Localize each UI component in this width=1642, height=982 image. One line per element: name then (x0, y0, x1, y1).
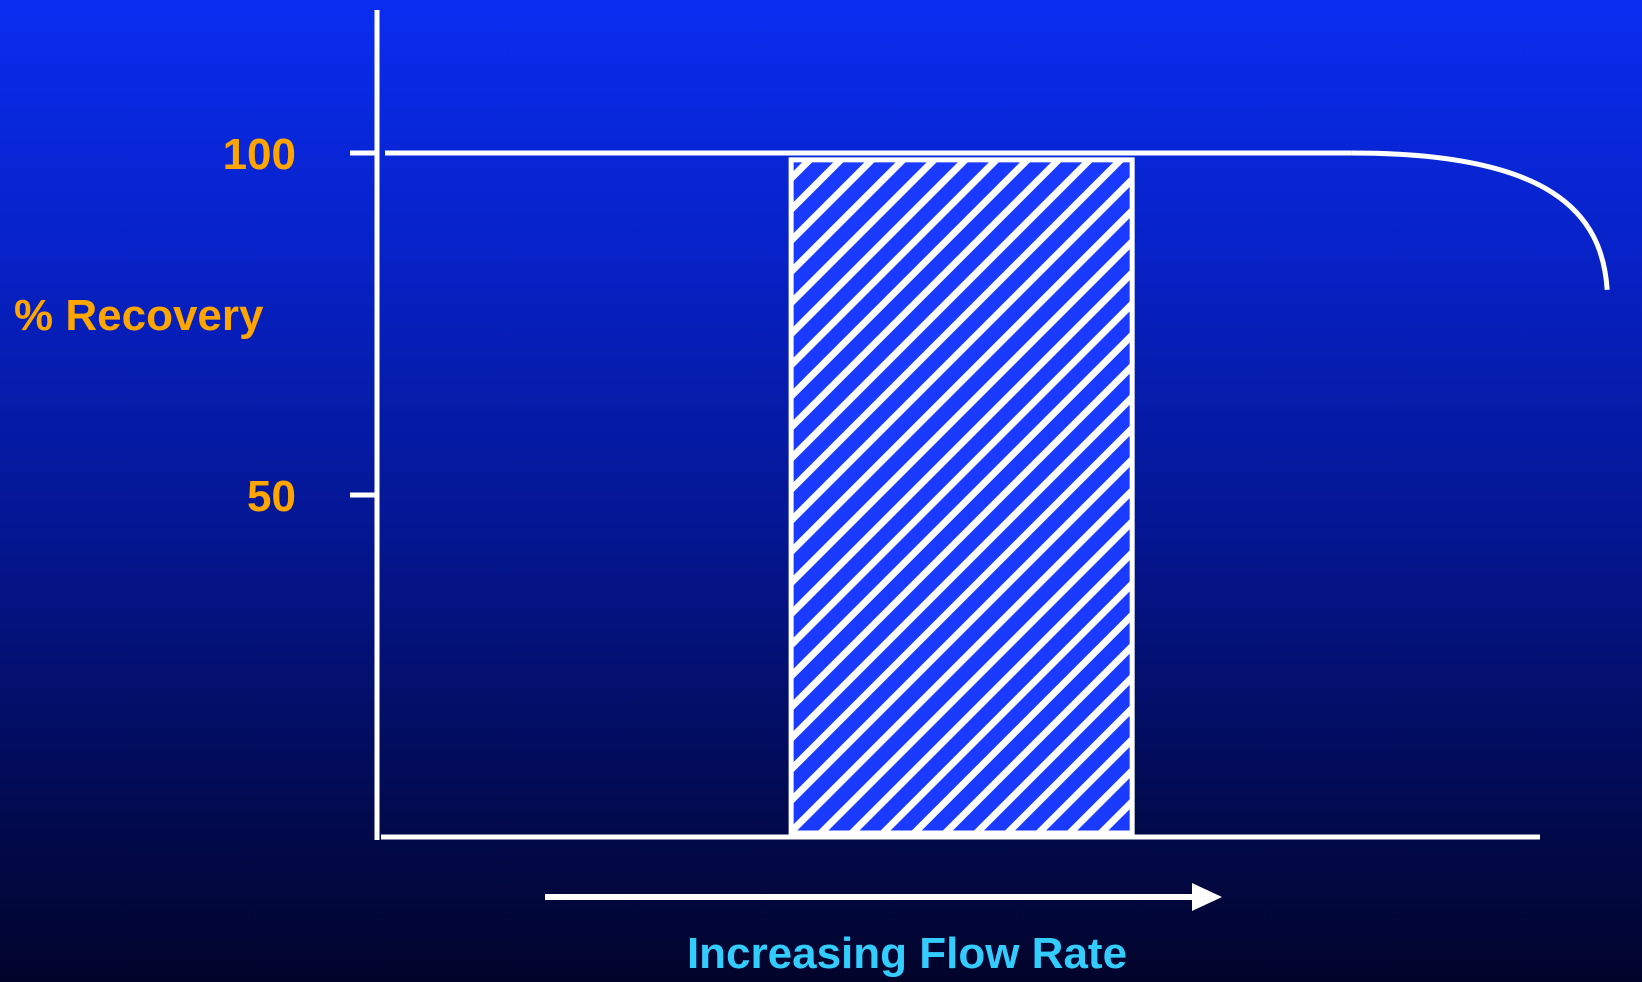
y-axis-label: % Recovery (14, 291, 264, 340)
recovery-drop-curve (1351, 150, 1610, 290)
y-tick-label: 50 (247, 472, 296, 521)
optimal-flow-band (788, 157, 1135, 836)
y-tick-label: 100 (223, 130, 296, 179)
flow-direction-arrow-icon (545, 883, 1222, 911)
x-axis-label: Increasing Flow Rate (687, 929, 1127, 978)
